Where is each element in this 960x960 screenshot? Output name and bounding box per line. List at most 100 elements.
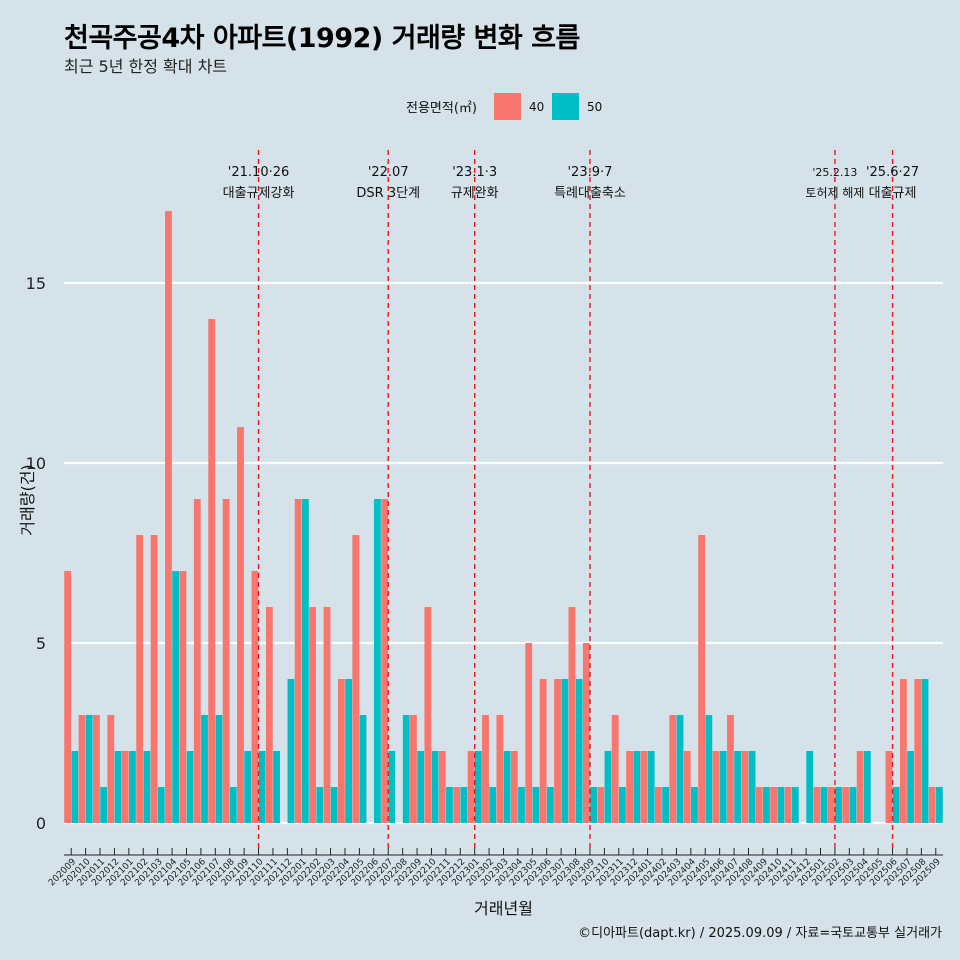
event-date-label: '21.10·26 [228, 165, 289, 180]
bar-series-50 [892, 787, 900, 823]
bar-series-50 [100, 787, 108, 823]
bar-series-50 [633, 751, 641, 823]
bar-series-50 [143, 751, 151, 823]
bar-series-50 [676, 715, 684, 823]
y-tick-label: 0 [36, 814, 46, 833]
bar-series-40 [309, 607, 316, 823]
bar-series-50 [186, 751, 194, 823]
event-description-label: 토허제 해제 [805, 186, 864, 200]
y-tick-label: 15 [26, 274, 46, 293]
legend-swatch-40 [494, 93, 521, 120]
bar-series-50 [258, 751, 266, 823]
bar-series-50 [330, 787, 338, 823]
bar-series-40 [381, 499, 389, 823]
event-date-label: '23.1·3 [452, 165, 497, 180]
bar-series-40 [438, 751, 446, 823]
bar-series-50 [71, 751, 79, 823]
bar-series-40 [640, 751, 648, 823]
bar-series-50 [417, 751, 425, 823]
bar-series-40 [165, 211, 172, 823]
bar-series-40 [885, 751, 893, 823]
bar-series-40 [597, 787, 605, 823]
bar-series-40 [93, 715, 100, 823]
event-description-label: DSR 3단계 [356, 186, 420, 201]
bar-series-40 [683, 751, 691, 823]
bar-series-40 [568, 607, 576, 823]
bar-series-50 [763, 787, 770, 823]
bar-series-50 [518, 787, 525, 823]
bar-series-40 [121, 751, 129, 823]
bar-series-40 [727, 715, 734, 823]
bar-series-50 [820, 787, 828, 823]
bar-series-40 [928, 787, 936, 823]
bar-series-50 [446, 787, 453, 823]
bar-series-50 [460, 787, 468, 823]
event-description-label: 대출규제강화 [223, 186, 295, 201]
bar-series-40 [467, 751, 475, 823]
bar-series-40 [813, 787, 821, 823]
bar-series-50 [647, 751, 655, 823]
bar-series-50 [503, 751, 511, 823]
bar-series-50 [546, 787, 554, 823]
bar-series-40 [136, 535, 144, 823]
bar-series-50 [748, 751, 756, 823]
bar-series-50 [301, 499, 309, 823]
event-date-label: '23.9·7 [567, 165, 612, 180]
bar-series-40 [554, 679, 561, 823]
bar-series-50 [806, 751, 814, 823]
bar-series-50 [777, 787, 785, 823]
bar-series-50 [532, 787, 540, 823]
bar-series-50 [561, 679, 569, 823]
bar-series-40 [626, 751, 633, 823]
y-axis-title: 거래량(건) [18, 464, 37, 535]
bar-series-40 [424, 607, 432, 823]
bar-series-40 [323, 607, 331, 823]
bar-series-50 [791, 787, 799, 823]
bar-series-40 [741, 751, 749, 823]
bar-series-50 [431, 751, 439, 823]
bar-series-50 [835, 787, 842, 823]
bar-series-40 [410, 715, 417, 823]
bar-series-40 [582, 643, 590, 823]
bar-series-40 [222, 499, 230, 823]
bar-series-50 [359, 715, 367, 823]
bar-series-50 [489, 787, 497, 823]
bar-series-40 [294, 499, 302, 823]
bar-series-50 [345, 679, 352, 823]
bar-series-40 [337, 679, 345, 823]
bar-series-50 [691, 787, 698, 823]
bar-series-40 [107, 715, 115, 823]
bar-series-50 [273, 751, 280, 823]
bar-series-40 [78, 715, 86, 823]
bar-series-50 [474, 751, 482, 823]
legend-label-40: 40 [529, 100, 544, 114]
bar-series-40 [611, 715, 619, 823]
bar-series-40 [842, 787, 850, 823]
event-date-label: '22.07 [368, 165, 409, 180]
event-date-label: '25.6·27 [866, 165, 919, 180]
bar-series-50 [244, 751, 252, 823]
bar-series-50 [618, 787, 626, 823]
bar-series-40 [669, 715, 677, 823]
bar-series-40 [482, 715, 489, 823]
bar-series-40 [525, 643, 533, 823]
event-description-label: 특례대출축소 [554, 186, 626, 201]
legend-swatch-50 [552, 93, 579, 120]
bar-series-50 [229, 787, 237, 823]
bar-series-40 [784, 787, 792, 823]
legend-title: 전용면적(㎡) [406, 101, 477, 116]
event-date-label: '25.2.13 [812, 166, 857, 179]
bar-series-50 [662, 787, 670, 823]
bar-series-40 [265, 607, 273, 823]
bar-series-50 [863, 751, 871, 823]
bar-series-50 [590, 787, 597, 823]
bar-series-50 [388, 751, 396, 823]
bar-series-40 [698, 535, 706, 823]
bar-series-40 [251, 571, 259, 823]
x-axis-title: 거래년월 [474, 899, 533, 918]
bar-series-40 [352, 535, 360, 823]
bar-series-40 [899, 679, 907, 823]
bar-series-40 [655, 787, 662, 823]
event-description-label: 규제완화 [451, 186, 499, 201]
